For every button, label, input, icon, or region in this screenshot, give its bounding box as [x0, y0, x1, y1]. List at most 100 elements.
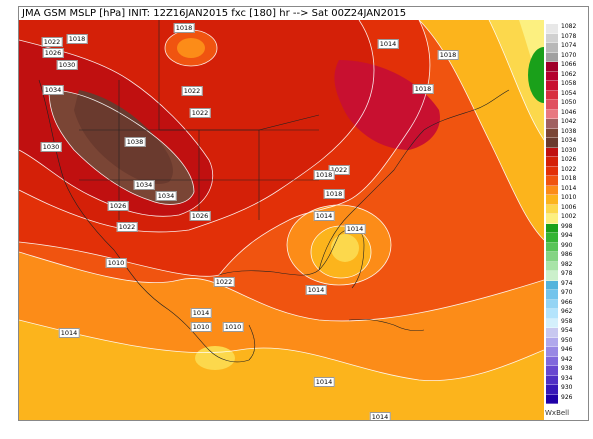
legend-row: 974: [545, 279, 587, 290]
legend-row: 1062: [545, 71, 587, 81]
legend-label: 1018: [561, 175, 577, 182]
pressure-map: 1022 1018 1026 1030 1034 1018 1014 1018 …: [19, 20, 544, 420]
isobar-label: 1026: [107, 201, 129, 211]
legend-row: 926: [545, 394, 587, 404]
legend-row: 954: [545, 327, 587, 338]
legend-row: 1046: [545, 109, 587, 119]
legend-label: 930: [561, 384, 573, 391]
isobar-label: 1018: [412, 84, 434, 94]
legend-swatch: [546, 52, 558, 62]
fill-998-low: [528, 47, 544, 103]
legend-swatch: [546, 290, 558, 300]
fill-1014-north-pocket: [177, 38, 205, 58]
legend-label: 974: [561, 279, 573, 287]
legend-label: 998: [561, 222, 573, 230]
legend-swatch: [546, 356, 558, 366]
legend-swatch: [546, 337, 558, 347]
legend-swatch: [546, 309, 558, 319]
legend-swatch: [546, 233, 558, 243]
map-title: JMA GSM MSLP [hPa] INIT: 12Z16JAN2015 fx…: [22, 8, 407, 19]
legend-label: 1050: [561, 99, 577, 106]
isobar-label: 1018: [323, 189, 345, 199]
legend-label: 1078: [561, 32, 577, 40]
legend-swatch: [546, 242, 558, 252]
legend-swatch: [546, 109, 558, 119]
legend-label: 986: [561, 251, 573, 258]
legend-row: 1066: [545, 61, 587, 72]
legend-row: 1058: [545, 80, 587, 91]
legend-row: 962: [545, 308, 587, 319]
legend-swatch: [546, 43, 558, 53]
legend-row: 1074: [545, 42, 587, 53]
legend-label: 942: [561, 355, 573, 363]
legend-swatch: [546, 375, 558, 385]
legend-row: 1026: [545, 156, 587, 167]
legend-row: 1078: [545, 32, 587, 43]
legend-swatch: [546, 261, 558, 271]
legend-swatch: [546, 328, 558, 338]
legend-row: 938: [545, 365, 587, 376]
isobar-label: 1014: [190, 308, 212, 318]
pressure-legend: 1082 1078 1074 1070 1066 1062 1058 1054 1050 1046…: [545, 23, 587, 404]
legend-row: 950: [545, 337, 587, 347]
legend-swatch: [546, 71, 558, 81]
isobar-label: 1014: [369, 412, 391, 420]
legend-row: 946: [545, 346, 587, 357]
legend-swatch: [546, 252, 558, 262]
isobar-label: 1010: [222, 322, 244, 332]
legend-label: 938: [561, 365, 573, 372]
isobar-label: 1014: [313, 211, 335, 221]
isobar-label: 1010: [190, 322, 212, 332]
legend-swatch: [546, 166, 558, 176]
legend-row: 1002: [545, 213, 587, 224]
isobar-label: 1014: [305, 285, 327, 295]
isobar-label: 1026: [42, 48, 64, 58]
legend-row: 934: [545, 375, 587, 385]
legend-row: 966: [545, 298, 587, 309]
legend-swatch: [546, 33, 558, 43]
isobar-label: 1014: [313, 377, 335, 387]
legend-row: 1022: [545, 165, 587, 176]
legend-row: 1070: [545, 52, 587, 62]
legend-swatch: [546, 157, 558, 167]
legend-label: 1066: [561, 61, 577, 68]
legend-row: 982: [545, 260, 587, 271]
legend-row: 1050: [545, 99, 587, 110]
coastlines: [38, 20, 510, 363]
legend-swatch: [546, 100, 558, 110]
legend-row: 1054: [545, 89, 587, 100]
legend-swatch: [546, 271, 558, 281]
legend-swatch: [546, 81, 558, 91]
legend-label: 1022: [561, 165, 577, 173]
legend-row: 1006: [545, 204, 587, 214]
legend-swatch: [546, 385, 558, 395]
legend-label: 982: [561, 260, 573, 268]
legend-row: 990: [545, 242, 587, 252]
legend-label: 966: [561, 298, 573, 306]
legend-row: 1082: [545, 23, 587, 34]
legend-row: 978: [545, 270, 587, 281]
legend-label: 962: [561, 308, 573, 315]
legend-label: 970: [561, 289, 573, 296]
legend-swatch: [546, 347, 558, 357]
legend-swatch: [546, 185, 558, 195]
brand-label: WxBell: [545, 409, 570, 417]
legend-label: 1014: [561, 184, 577, 192]
legend-swatch: [546, 147, 558, 157]
legend-swatch: [546, 176, 558, 186]
isobar-label: 1022: [213, 277, 235, 287]
legend-label: 1058: [561, 80, 577, 87]
legend-swatch: [546, 62, 558, 72]
legend-swatch: [546, 366, 558, 376]
fill-1006-southeast: [331, 234, 359, 262]
fill-1010-band: [19, 320, 544, 420]
legend-row: 1030: [545, 147, 587, 157]
legend-swatch: [546, 138, 558, 148]
isobar-label: 1030: [56, 60, 78, 70]
fill-1026-northeast: [334, 60, 440, 150]
legend-row: 1014: [545, 184, 587, 195]
legend-label: 958: [561, 317, 573, 325]
isobar-label: 1026: [189, 211, 211, 221]
legend-swatch: [546, 195, 558, 205]
legend-label: 1054: [561, 89, 577, 97]
